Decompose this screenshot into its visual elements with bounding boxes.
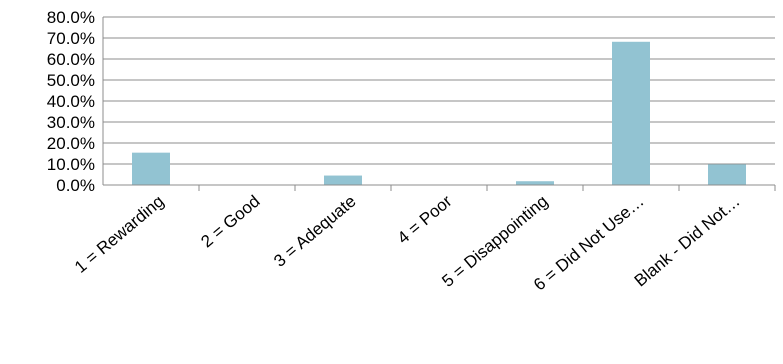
y-tick-label: 0.0% (56, 176, 95, 195)
axes (102, 17, 776, 191)
bar (708, 164, 746, 185)
bars (132, 41, 746, 185)
x-tick-label: Blank - Did Not… (631, 192, 744, 291)
x-tick-label: 3 = Adequate (270, 192, 359, 271)
y-tick-label: 30.0% (47, 113, 95, 132)
y-tick-label: 40.0% (47, 92, 95, 111)
bar (324, 175, 362, 185)
y-axis-tick-labels: 0.0% 10.0% 20.0% 30.0% 40.0% 50.0% 60.0% 70.0% 8… (47, 8, 95, 195)
x-axis-tick-labels: 1 = Rewarding 2 = Good 3 = Adequate 4 = Poo… (71, 191, 744, 294)
y-tick-label: 50.0% (47, 71, 95, 90)
gridlines (103, 16, 775, 165)
y-tick-label: 80.0% (47, 8, 95, 27)
bar (132, 152, 170, 185)
x-tick-label: 4 = Poor (394, 191, 456, 247)
bar (516, 181, 554, 185)
y-tick-label: 10.0% (47, 155, 95, 174)
y-tick-label: 70.0% (47, 29, 95, 48)
y-tick-label: 60.0% (47, 50, 95, 69)
x-tick-label: 2 = Good (197, 192, 263, 252)
y-tick-label: 20.0% (47, 134, 95, 153)
x-tick-label: 1 = Rewarding (71, 192, 168, 277)
bar (612, 41, 650, 185)
